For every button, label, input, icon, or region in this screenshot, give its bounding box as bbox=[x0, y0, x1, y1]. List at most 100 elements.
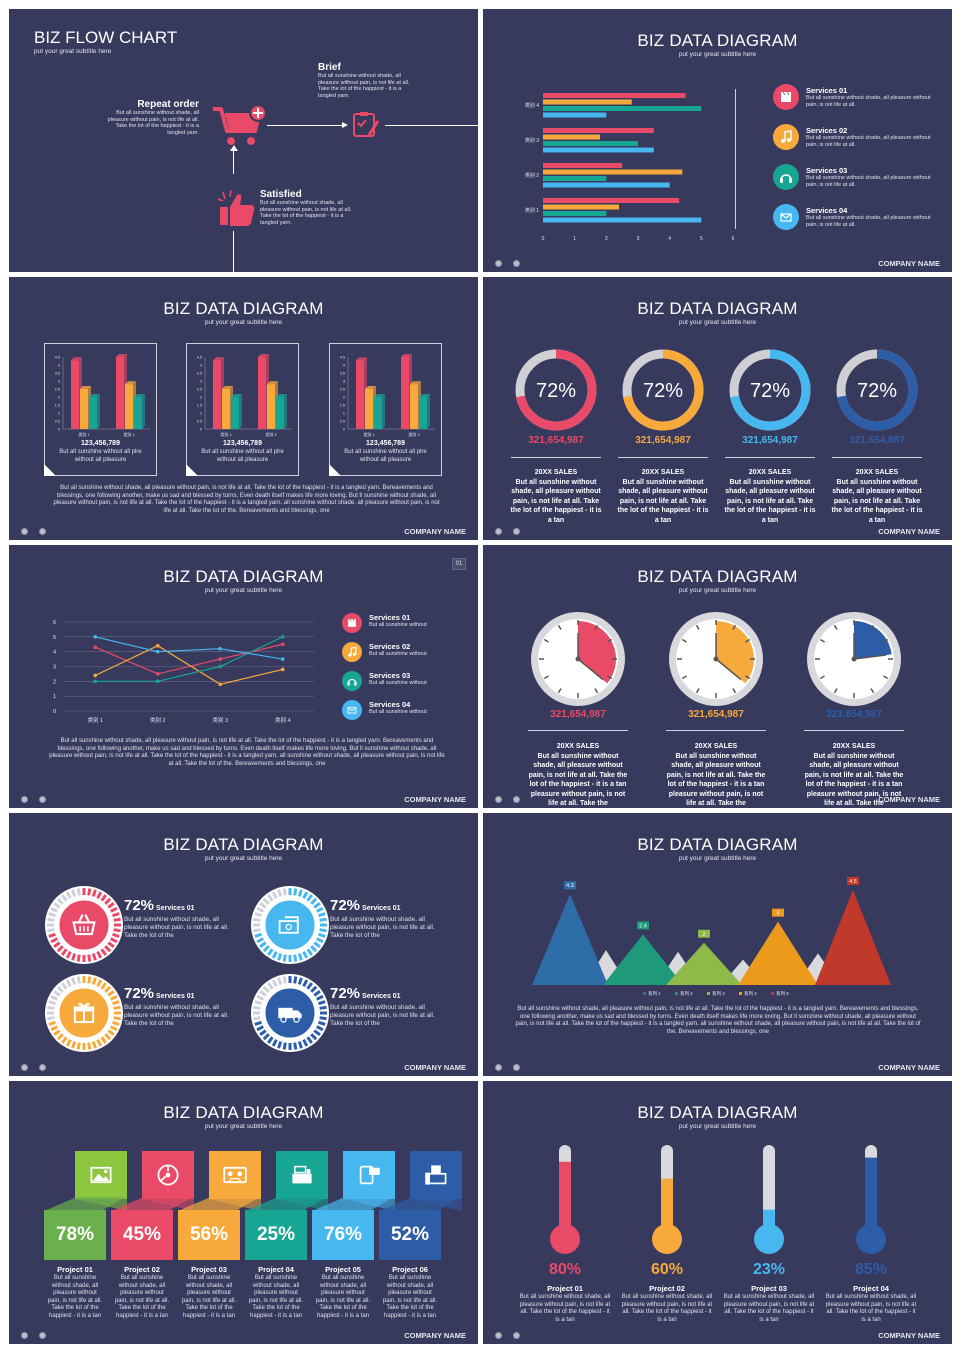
sales-heading: 20XX SALES bbox=[534, 469, 578, 476]
repeat-order-text: But all sunshine without shade, all plea… bbox=[107, 110, 199, 136]
slide-nav bbox=[495, 260, 520, 267]
slide-flow-chart[interactable]: BIZ FLOW CHART put your great subtitle h… bbox=[9, 9, 478, 272]
bar bbox=[543, 204, 619, 210]
mail-icon bbox=[342, 700, 362, 720]
bar bbox=[356, 360, 364, 429]
tick-label: 0 bbox=[58, 428, 60, 432]
sales-heading: 20XX SALES bbox=[694, 743, 738, 750]
bar bbox=[125, 384, 133, 429]
slide-bar-chart[interactable]: BIZ DATA DIAGRAM put your great subtitle… bbox=[483, 9, 952, 272]
tick-label: 3.5 bbox=[55, 372, 60, 376]
slide-title: BIZ DATA DIAGRAM bbox=[637, 1103, 798, 1122]
sales-text: But all sunshine without shade, all plea… bbox=[528, 753, 628, 808]
next-button[interactable] bbox=[513, 260, 520, 267]
slide-line-chart[interactable]: BIZ DATA DIAGRAM put your great subtitle… bbox=[9, 545, 478, 808]
service-item[interactable]: Services 03 But all sunshine without shad… bbox=[773, 164, 943, 204]
bar bbox=[543, 106, 702, 111]
prev-button[interactable] bbox=[21, 1064, 28, 1071]
3d-bar-chart: 0 0.5 1 1.5 2 2.5 3 3.5 4 4.5 类别 1 类别 2 bbox=[197, 354, 292, 437]
category-label: 类别 1 bbox=[78, 431, 90, 437]
sales-heading: 20XX SALES bbox=[855, 469, 899, 476]
category-label: 类别 4 bbox=[275, 716, 291, 724]
prev-button[interactable] bbox=[21, 1332, 28, 1339]
project-title: Project 05 bbox=[325, 1265, 361, 1274]
tick-label: 0 bbox=[53, 709, 56, 715]
prev-button[interactable] bbox=[21, 796, 28, 803]
prev-button[interactable] bbox=[495, 796, 502, 803]
tick-label: 1.5 bbox=[55, 404, 60, 408]
service-item[interactable]: Services 01 But all sunshine without bbox=[342, 613, 467, 642]
brief-text: But all sunshine without shade, all plea… bbox=[318, 73, 410, 99]
sales-number: 321,654,987 bbox=[826, 709, 882, 720]
flow-line-up bbox=[233, 149, 234, 174]
bar bbox=[543, 134, 600, 140]
bar bbox=[543, 169, 683, 175]
slide-nav bbox=[495, 1332, 520, 1339]
sales-heading: 20XX SALES bbox=[748, 469, 792, 476]
next-button[interactable] bbox=[513, 528, 520, 535]
next-button[interactable] bbox=[513, 1332, 520, 1339]
data-label: 2 bbox=[702, 932, 705, 938]
slide-mountain-chart[interactable]: BIZ DATA DIAGRAM put your great subtitle… bbox=[483, 813, 952, 1076]
next-button[interactable] bbox=[39, 1332, 46, 1339]
bar bbox=[543, 176, 607, 181]
category-label: 类别 1 bbox=[363, 431, 375, 437]
tick-label: 0.5 bbox=[197, 420, 202, 424]
sales-heading: 20XX SALES bbox=[556, 743, 600, 750]
project-title: Project 04 bbox=[853, 1284, 889, 1293]
project-title: Project 01 bbox=[547, 1284, 583, 1293]
service-item[interactable]: Services 02 But all sunshine without bbox=[342, 642, 467, 671]
service-text: But all sunshine without bbox=[369, 622, 427, 628]
prev-button[interactable] bbox=[495, 260, 502, 267]
next-button[interactable] bbox=[39, 528, 46, 535]
prev-button[interactable] bbox=[495, 1064, 502, 1071]
next-button[interactable] bbox=[513, 796, 520, 803]
project-title: Project 06 bbox=[392, 1265, 428, 1274]
sales-number: 321,654,987 bbox=[635, 435, 691, 446]
prev-button[interactable] bbox=[495, 1332, 502, 1339]
service-percent: 72% bbox=[330, 897, 361, 914]
service-text: But all sunshine without shade, all plea… bbox=[806, 175, 931, 188]
project-title: Project 03 bbox=[191, 1265, 227, 1274]
line-chart: 0 1 2 3 4 5 6 类别 1 类别 2 类别 3 类别 4 bbox=[53, 620, 314, 724]
slide-ring-services[interactable]: BIZ DATA DIAGRAM put your great subtitle… bbox=[9, 813, 478, 1076]
service-item[interactable]: Services 03 But all sunshine without bbox=[342, 671, 467, 700]
bar bbox=[71, 360, 79, 429]
data-point bbox=[218, 657, 223, 661]
category-label: 类别 2 bbox=[408, 431, 420, 437]
data-label: 3 bbox=[776, 911, 779, 917]
clock-sector bbox=[716, 621, 754, 684]
tick-label: 5 bbox=[53, 635, 56, 641]
project-percent: 80% bbox=[548, 1261, 582, 1278]
mail-icon bbox=[773, 204, 799, 230]
slide-projects[interactable]: BIZ DATA DIAGRAM put your great subtitle… bbox=[9, 1081, 478, 1344]
donut-chart: 72% bbox=[836, 349, 918, 431]
tick-label: 0 bbox=[343, 428, 345, 432]
slide-title: BIZ FLOW CHART bbox=[34, 28, 178, 47]
project-icon-tile bbox=[75, 1151, 127, 1199]
data-point bbox=[280, 667, 285, 672]
delivery-truck-icon bbox=[278, 1007, 302, 1023]
project-text: But all sunshine without shade, all plea… bbox=[621, 1294, 713, 1323]
slide-clocks[interactable]: BIZ DATA DIAGRAM put your great subtitle… bbox=[483, 545, 952, 808]
service-item[interactable]: Services 02 But all sunshine without shad… bbox=[773, 124, 943, 164]
next-button[interactable] bbox=[39, 796, 46, 803]
service-item[interactable]: Services 01 But all sunshine without shad… bbox=[773, 84, 943, 124]
service-item[interactable]: Services 04 But all sunshine without shad… bbox=[773, 204, 943, 244]
next-button[interactable] bbox=[513, 1064, 520, 1071]
divider bbox=[832, 457, 922, 458]
tick-label: 3.5 bbox=[197, 372, 202, 376]
prev-button[interactable] bbox=[495, 528, 502, 535]
service-item[interactable]: Services 04 But all sunshine without bbox=[342, 700, 467, 729]
prev-button[interactable] bbox=[21, 528, 28, 535]
legend-item: 系列 1 bbox=[648, 990, 661, 997]
slide-3d-bars[interactable]: BIZ DATA DIAGRAM put your great subtitle… bbox=[9, 277, 478, 540]
service-percent: 72% bbox=[124, 985, 155, 1002]
chart-card: 0 0.5 1 1.5 2 2.5 3 3.5 4 4.5 类别 1 类别 2 123,456,789 B… bbox=[186, 343, 299, 476]
slide-thermometers[interactable]: BIZ DATA DIAGRAM put your great subtitle… bbox=[483, 1081, 952, 1344]
satisfied-title: Satisfied bbox=[260, 189, 302, 200]
slide-donuts[interactable]: BIZ DATA DIAGRAM put your great subtitle… bbox=[483, 277, 952, 540]
next-button[interactable] bbox=[39, 1064, 46, 1071]
divider bbox=[804, 730, 904, 731]
thermometer-gauge bbox=[856, 1145, 886, 1254]
